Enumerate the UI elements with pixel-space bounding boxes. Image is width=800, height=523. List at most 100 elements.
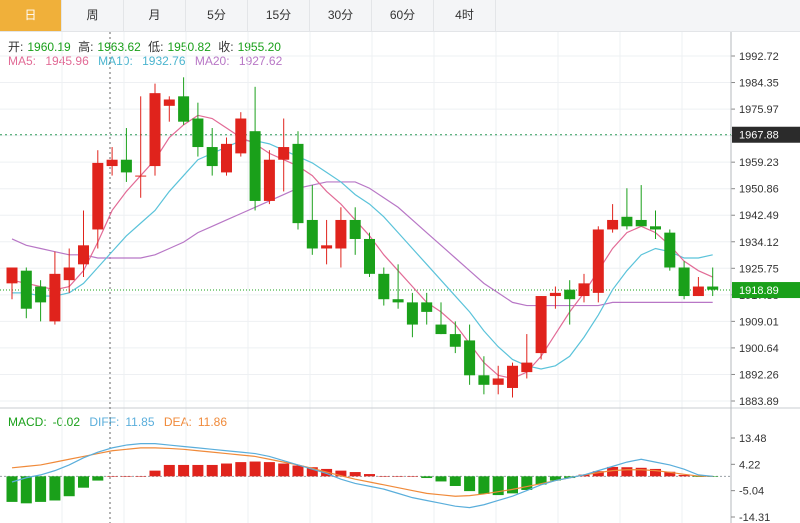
candle-body	[392, 299, 404, 303]
macd-tick-label: 4.22	[739, 459, 760, 471]
candle-body	[378, 273, 390, 300]
low-value: 1950.82	[167, 40, 211, 54]
tab-week[interactable]: 周	[62, 0, 124, 31]
low-label-text: 低:	[148, 40, 164, 54]
tab-60min[interactable]: 60分	[372, 0, 434, 31]
macd-bar	[678, 474, 690, 477]
ma20-legend: MA20: 1927.62	[195, 54, 282, 68]
price-tick-label: 1984.35	[739, 78, 779, 90]
tab-month[interactable]: 月	[124, 0, 186, 31]
price-tick-label: 1950.86	[739, 184, 779, 196]
candle-body	[535, 296, 547, 354]
ma10-value: 1932.76	[142, 54, 186, 68]
high-label: 高: 1963.62	[78, 40, 141, 54]
candle-body	[78, 245, 89, 265]
candle-body	[92, 162, 104, 230]
low-label: 低: 1950.82	[148, 40, 211, 54]
candle-body	[364, 238, 375, 274]
candle-body	[149, 93, 161, 167]
candle-body	[521, 362, 533, 373]
candle-body	[263, 159, 275, 201]
macd-bar	[35, 476, 47, 502]
candle-body	[478, 375, 490, 385]
macd-bar	[707, 476, 719, 477]
macd-bar	[149, 470, 161, 477]
macd-bar	[650, 468, 661, 477]
candle-body	[549, 292, 561, 297]
tab-5min[interactable]: 5分	[186, 0, 248, 31]
macd-bar	[92, 476, 104, 481]
candle-body	[178, 96, 190, 122]
candle-body	[49, 273, 61, 322]
diff-legend-item: DIFF: 11.85	[89, 415, 154, 429]
tab-15min[interactable]: 15分	[248, 0, 310, 31]
macd-bar	[478, 476, 490, 494]
period-tabs: 日 周 月 5分 15分 30分 60分 4时	[0, 0, 800, 32]
high-value: 1963.62	[97, 40, 141, 54]
ma20-label: MA20:	[194, 54, 230, 68]
price-tick-label: 1900.64	[739, 343, 779, 355]
candle-body	[292, 143, 304, 224]
price-marker-box	[732, 126, 800, 143]
macd-bar	[235, 462, 247, 477]
price-marker-label: 1967.88	[739, 130, 779, 142]
candle-body	[335, 219, 347, 249]
candle-body	[492, 378, 504, 385]
dea-value: 11.86	[197, 415, 228, 429]
dea-line	[11, 447, 713, 497]
candle-body	[349, 219, 361, 239]
ma5-label: MA5:	[8, 54, 37, 68]
open-value: 1960.19	[27, 40, 71, 54]
candle-body	[135, 175, 147, 177]
dea-label: DEA:	[163, 415, 192, 429]
candle-body	[678, 267, 690, 297]
ma10-line	[12, 140, 713, 370]
price-tick-label: 1925.75	[739, 263, 779, 275]
candle-body	[592, 229, 604, 293]
macd-bar	[492, 476, 504, 496]
macd-bar	[435, 476, 447, 482]
macd-bar	[178, 464, 190, 477]
macd-bar	[349, 472, 361, 477]
macd-bar	[521, 476, 533, 490]
macd-bar	[78, 476, 89, 488]
candle-body	[664, 232, 676, 268]
candle-body	[449, 334, 461, 347]
macd-bar	[421, 476, 433, 479]
candle-body	[578, 283, 590, 297]
macd-tick-label: 13.48	[739, 433, 767, 445]
macd-label: MACD:	[8, 415, 47, 429]
candle-body	[221, 143, 232, 173]
candle-body	[235, 118, 247, 154]
tab-4hour[interactable]: 4时	[434, 0, 496, 31]
price-marker-box	[732, 282, 800, 299]
macd-tick-label: -5.04	[739, 486, 764, 498]
macd-bar	[507, 476, 518, 494]
macd-bar	[535, 476, 547, 485]
candle-body	[63, 267, 75, 281]
macd-bar	[392, 476, 404, 477]
close-label-text: 收:	[218, 40, 234, 54]
macd-bar	[378, 476, 390, 477]
macd-bar	[6, 476, 18, 502]
candle-body	[106, 159, 118, 167]
macd-bar	[592, 471, 604, 477]
macd-bar	[335, 470, 347, 477]
diff-line	[11, 443, 713, 509]
macd-bar	[106, 476, 118, 477]
candle-body	[421, 302, 433, 312]
macd-bar	[206, 464, 218, 477]
candle-body	[278, 147, 290, 160]
diff-label: DIFF:	[89, 415, 120, 429]
price-tick-label: 1975.97	[739, 104, 779, 116]
macd-bar	[464, 476, 476, 492]
ma20-value: 1927.62	[238, 54, 283, 68]
tab-day[interactable]: 日	[0, 0, 62, 31]
price-tick-label: 1883.89	[739, 396, 779, 408]
macd-bar	[549, 476, 561, 481]
tab-30min[interactable]: 30分	[310, 0, 372, 31]
candle-body	[635, 219, 647, 227]
price-marker-label: 1918.89	[739, 285, 779, 297]
dea-legend-item: DEA: 11.86	[164, 415, 227, 429]
